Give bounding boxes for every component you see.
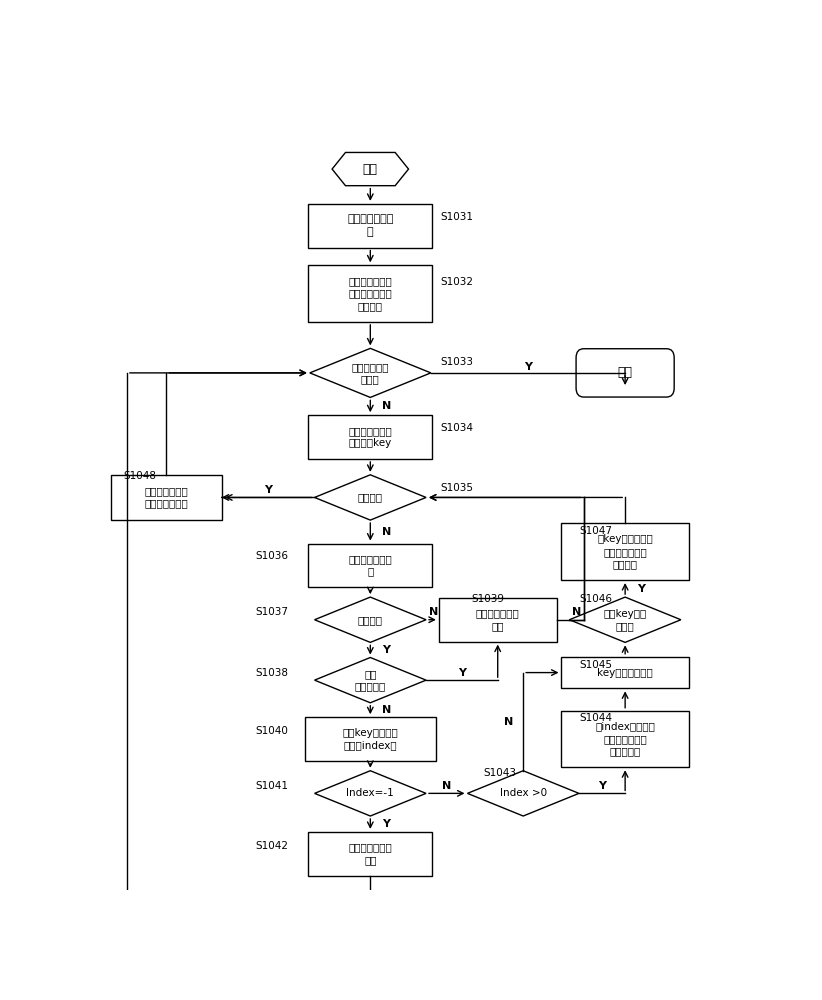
Text: Y: Y [381,645,390,655]
Polygon shape [315,597,426,642]
Polygon shape [468,771,579,816]
FancyBboxPatch shape [439,598,556,642]
Text: 段不为空: 段不为空 [358,615,383,625]
Text: S1035: S1035 [441,483,473,493]
FancyBboxPatch shape [308,832,432,876]
Text: 把key后的内容作
为一个新段压入
临时栈中: 把key后的内容作 为一个新段压入 临时栈中 [598,534,653,569]
Text: N: N [381,527,391,537]
Text: Y: Y [524,362,532,372]
Text: 当前段压入临时
栈中: 当前段压入临时 栈中 [476,609,520,631]
Text: S1044: S1044 [580,713,612,723]
Text: 将临时栈的内容
依次压入到栈中: 将临时栈的内容 依次压入到栈中 [145,486,188,509]
Text: 从栈中弹出一个
段: 从栈中弹出一个 段 [349,554,392,577]
Polygon shape [310,348,431,397]
Polygon shape [315,657,426,703]
FancyBboxPatch shape [308,415,432,459]
Text: 把整段压入临时
栈中: 把整段压入临时 栈中 [349,843,392,865]
Text: Y: Y [458,668,466,678]
Text: S1046: S1046 [580,594,612,604]
Text: N: N [442,781,451,791]
FancyBboxPatch shape [561,711,689,767]
Text: N: N [429,607,438,617]
Polygon shape [332,152,409,186]
Text: 段是
否为关键字: 段是 否为关键字 [354,669,386,691]
Text: 如果key后还
有内容: 如果key后还 有内容 [603,609,647,631]
Text: S1036: S1036 [256,551,289,561]
FancyBboxPatch shape [308,544,432,587]
Text: 初始化栈和临时
栈: 初始化栈和临时 栈 [347,214,394,237]
Text: key压入临时栈中: key压入临时栈中 [598,668,653,678]
Text: Y: Y [265,485,272,495]
FancyBboxPatch shape [561,657,689,688]
Text: S1040: S1040 [256,726,289,736]
Text: S1039: S1039 [471,594,504,604]
Text: 开始: 开始 [363,163,378,176]
Text: Index=-1: Index=-1 [346,788,395,798]
FancyBboxPatch shape [305,717,436,761]
Polygon shape [315,475,426,520]
FancyBboxPatch shape [576,349,674,397]
Text: S1047: S1047 [580,526,612,536]
FancyBboxPatch shape [111,475,222,520]
Text: 把需要分词的字
符序列作为整段
压入栈中: 把需要分词的字 符序列作为整段 压入栈中 [349,276,392,311]
FancyBboxPatch shape [308,204,432,248]
Polygon shape [570,597,681,642]
Text: S1032: S1032 [441,277,473,287]
Text: S1045: S1045 [580,660,612,670]
Text: N: N [572,607,581,617]
Text: Y: Y [598,781,606,791]
FancyBboxPatch shape [561,523,689,580]
Text: S1043: S1043 [483,768,517,778]
Text: 获取key在段中的
位置（index）: 获取key在段中的 位置（index） [343,728,398,750]
Text: Y: Y [381,819,390,829]
Text: Index >0: Index >0 [500,788,547,798]
Text: S1034: S1034 [441,423,473,433]
Polygon shape [315,771,426,816]
Text: 从关键字列表中
取出一个key: 从关键字列表中 取出一个key [349,426,392,448]
Text: N: N [381,401,391,411]
Text: 关键字列表是
否为空: 关键字列表是 否为空 [352,362,389,384]
Text: S1037: S1037 [256,607,289,617]
Text: S1042: S1042 [256,841,289,851]
Text: 栈不为空: 栈不为空 [358,492,383,502]
Text: 把index前的内容
作为一个新段压
入临时栈中: 把index前的内容 作为一个新段压 入临时栈中 [595,722,655,756]
Text: N: N [505,717,514,727]
FancyBboxPatch shape [308,265,432,322]
Text: Y: Y [636,584,644,594]
Text: S1031: S1031 [441,212,473,222]
Text: 结束: 结束 [617,366,633,379]
Text: S1033: S1033 [441,357,473,367]
Text: N: N [381,705,391,715]
Text: S1048: S1048 [124,471,157,481]
Text: S1038: S1038 [256,668,289,678]
Text: S1041: S1041 [256,781,289,791]
